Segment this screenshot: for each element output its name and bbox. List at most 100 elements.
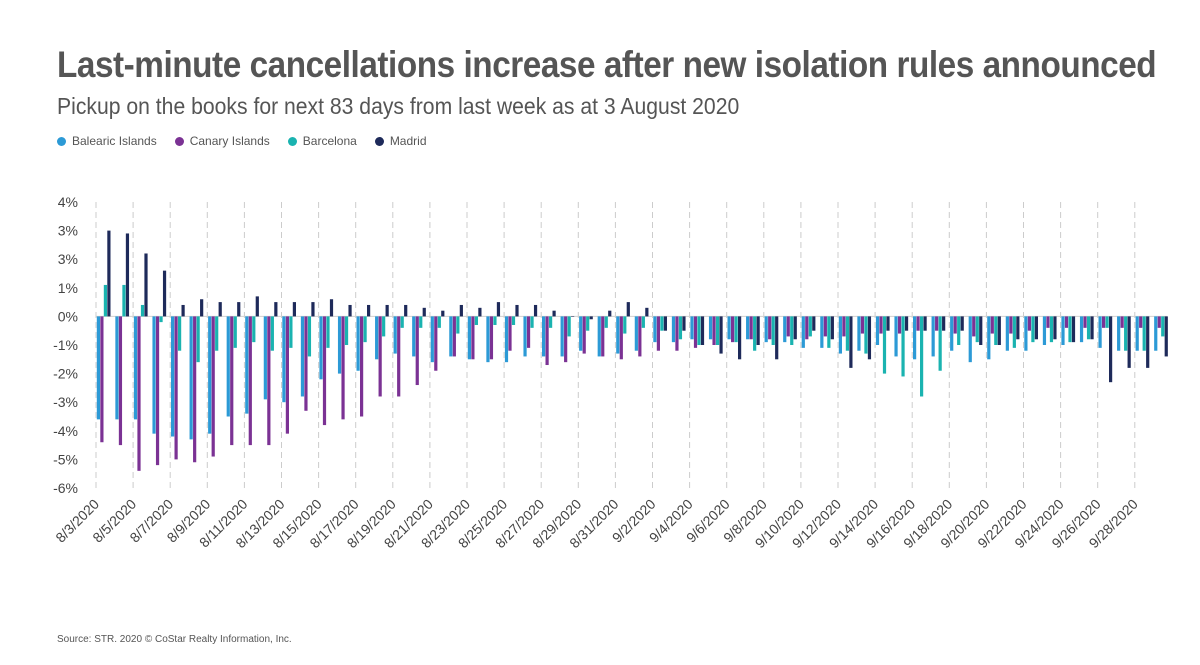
bar-canary-islands [916,316,920,331]
bar-madrid [775,316,779,360]
y-tick-label: -4% [53,423,78,439]
bar-canary-islands [397,316,401,397]
bar-madrid [700,316,705,345]
bar-balearic-islands [430,316,434,363]
legend-marker-balearic [57,136,66,146]
bar-balearic-islands [412,316,416,357]
bar-barcelona [586,316,590,331]
legend-marker-barcelona [287,136,297,146]
legend-label-barcelona: Barcelona [302,134,357,148]
bar-balearic-islands [486,316,490,363]
bar-barcelona [882,316,887,374]
bar-madrid [756,316,760,345]
bar-barcelona [363,316,367,343]
legend-item-balearic: Balearic Islands [57,134,157,148]
bar-canary-islands [193,316,197,463]
bar-canary-islands [360,316,364,417]
bar-balearic-islands [208,316,212,434]
legend-item-barcelona: Barcelona [287,134,357,148]
bar-madrid [589,316,593,320]
bar-barcelona [103,284,107,317]
bar-madrid [960,316,964,331]
bar-barcelona [1012,316,1016,348]
bar-canary-islands [601,316,605,357]
legend-marker-canary [174,136,184,146]
bar-barcelona [920,316,924,397]
bar-balearic-islands [708,316,713,340]
bar-barcelona [1031,316,1035,343]
bar-madrid [1016,316,1020,340]
bar-canary-islands [564,316,568,363]
bar-madrid [125,233,130,317]
bar-balearic-islands [319,316,323,380]
bar-barcelona [437,316,441,328]
bar-balearic-islands [1079,316,1084,343]
bar-madrid [997,316,1001,345]
bar-balearic-islands [96,316,100,420]
legend-item-madrid: Madrid [374,134,427,148]
y-tick-label: 3% [58,223,78,239]
bar-balearic-islands [133,316,138,420]
bar-balearic-islands [1135,316,1139,351]
bar-madrid [1127,316,1131,368]
bar-canary-islands [155,316,160,466]
bar-madrid [1071,316,1076,343]
bar-barcelona [678,316,683,340]
bar-madrid [1053,316,1057,340]
bar-madrid [1034,316,1038,340]
bar-barcelona [1086,316,1091,340]
bar-madrid [886,316,890,331]
bar-canary-islands [489,316,494,360]
bar-balearic-islands [504,316,509,363]
bar-canary-islands [1102,316,1106,328]
source-note: Source: STR. 2020 © CoStar Realty Inform… [57,634,292,645]
bar-madrid [719,316,723,354]
bar-barcelona [864,316,868,354]
bar-barcelona [252,316,256,343]
bar-balearic-islands [115,316,119,420]
legend-label-canary: Canary Islands [189,134,270,148]
bar-barcelona [697,316,701,345]
bar-madrid [682,316,686,331]
bar-madrid [793,316,797,340]
bar-barcelona [938,316,942,371]
bar-canary-islands [341,316,345,420]
bar-balearic-islands [727,316,731,340]
bar-barcelona [215,316,219,351]
bar-barcelona [1161,316,1165,337]
bar-barcelona [715,316,720,345]
bar-barcelona [827,316,831,348]
bar-madrid [329,299,334,317]
bar-canary-islands [1009,316,1013,334]
bar-balearic-islands [690,316,694,340]
bar-canary-islands [545,316,549,366]
bar-canary-islands [1120,316,1124,328]
bar-balearic-islands [950,316,954,351]
bar-canary-islands [693,316,698,348]
bar-canary-islands [768,316,772,340]
bar-barcelona [178,316,182,351]
bar-barcelona [196,316,200,363]
bar-madrid [1090,316,1094,340]
bar-balearic-islands [245,316,249,414]
bar-balearic-islands [337,316,342,374]
bar-barcelona [753,316,757,351]
bar-barcelona [140,304,145,317]
bar-balearic-islands [226,316,230,417]
bar-barcelona [382,316,386,337]
bar-barcelona [975,316,979,343]
bar-balearic-islands [894,316,898,357]
bar-canary-islands [731,316,735,343]
bar-canary-islands [137,316,141,471]
bar-madrid [292,302,296,317]
bar-chart: 4%3%3%1%0%-1%-2%-3%-4%-5%-6%8/3/20208/5/… [52,194,1168,551]
bar-balearic-islands [875,316,880,345]
bar-barcelona [307,316,312,357]
bar-barcelona [957,316,961,345]
bar-barcelona [1049,316,1054,343]
bar-canary-islands [471,316,475,360]
bar-balearic-islands [857,316,861,351]
bar-canary-islands [174,316,178,460]
bar-balearic-islands [968,316,972,363]
bar-balearic-islands [764,316,768,343]
